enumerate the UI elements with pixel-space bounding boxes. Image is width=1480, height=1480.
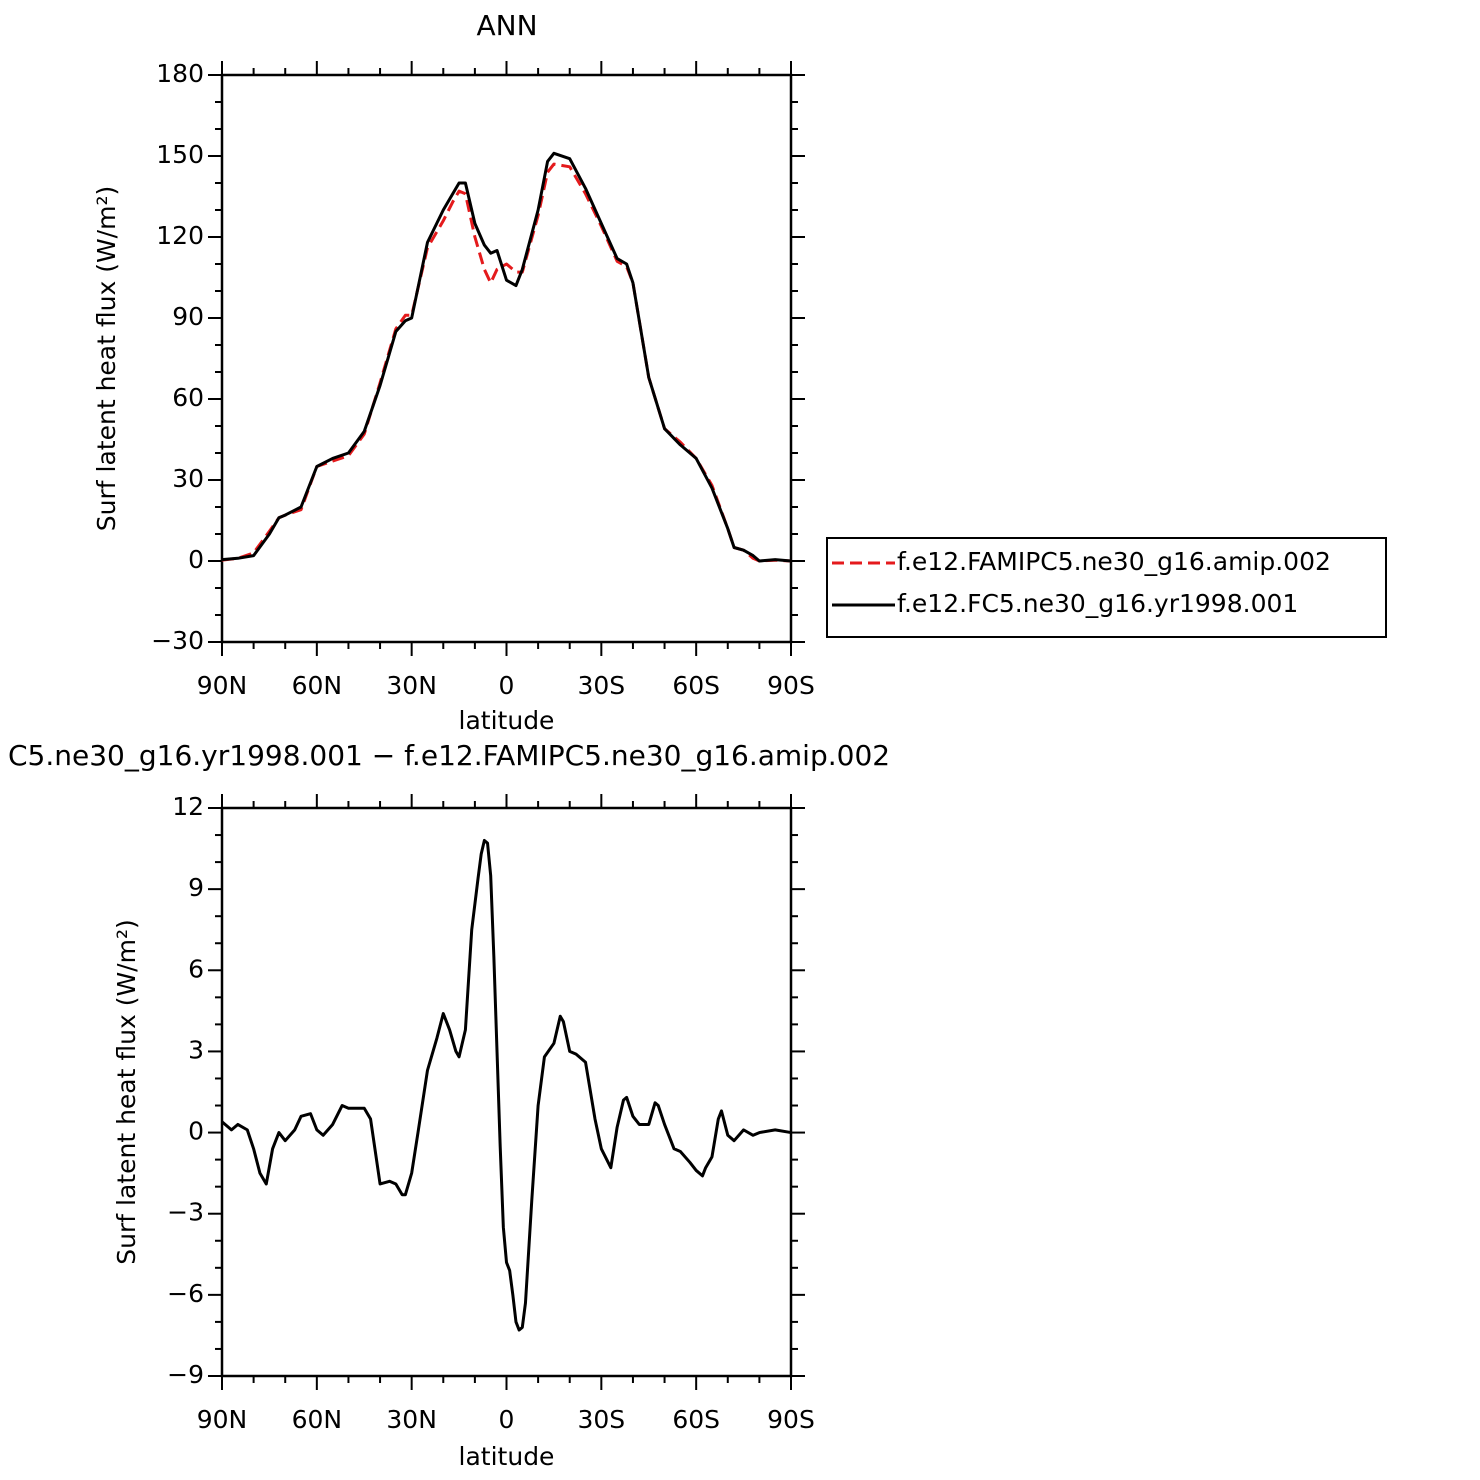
data-line: [221, 838, 792, 1332]
legend-box: [826, 537, 1387, 638]
x-tick-label: 90N: [197, 671, 248, 700]
legend-label: f.e12.FC5.ne30_g16.yr1998.001: [897, 589, 1298, 618]
y-tick-label: 3: [188, 1035, 204, 1064]
y-tick-label: 0: [188, 1117, 204, 1146]
chart-title: ANN: [476, 9, 537, 42]
x-axis-label: latitude: [459, 1442, 555, 1471]
x-tick-label: 0: [499, 1405, 515, 1434]
x-tick-label: 60S: [672, 671, 720, 700]
y-tick-label: 120: [156, 221, 204, 250]
x-tick-label: 60N: [292, 1405, 343, 1434]
legend: f.e12.FAMIPC5.ne30_g16.amip.002 f.e12.FC5…: [826, 537, 1387, 638]
x-tick-label: 30S: [577, 1405, 625, 1434]
y-tick-label: 60: [172, 383, 204, 412]
x-tick-label: 0: [499, 671, 515, 700]
legend-label: f.e12.FAMIPC5.ne30_g16.amip.002: [897, 547, 1331, 576]
x-tick-label: 30S: [577, 671, 625, 700]
y-tick-label: 6: [188, 954, 204, 983]
y-tick-label: 180: [156, 59, 204, 88]
y-tick-label: 12: [172, 792, 204, 821]
y-tick-label: −9: [167, 1360, 204, 1389]
y-tick-label: 150: [156, 140, 204, 169]
data-line: [221, 162, 792, 563]
x-axis-label: latitude: [459, 706, 555, 735]
x-tick-label: 60N: [292, 671, 343, 700]
y-tick-label: 30: [172, 464, 204, 493]
plot-frame: [220, 806, 793, 1378]
y-tick-label: −3: [167, 1198, 204, 1227]
y-tick-label: −30: [151, 626, 204, 655]
x-tick-label: 60S: [672, 1405, 720, 1434]
y-tick-label: −6: [167, 1279, 204, 1308]
x-tick-label: 90S: [767, 1405, 815, 1434]
y-tick-label: 9: [188, 873, 204, 902]
x-tick-label: 90N: [197, 1405, 248, 1434]
x-tick-label: 90S: [767, 671, 815, 700]
y-axis-label: Surf latent heat flux (W/m²): [92, 186, 121, 531]
y-tick-label: 0: [188, 545, 204, 574]
plot-frame: [220, 73, 793, 644]
data-line: [221, 151, 792, 563]
x-tick-label: 30N: [386, 1405, 437, 1434]
y-tick-label: 90: [172, 302, 204, 331]
x-tick-label: 30N: [386, 671, 437, 700]
chart-title: C5.ne30_g16.yr1998.001 − f.e12.FAMIPC5.n…: [8, 739, 890, 772]
y-axis-label: Surf latent heat flux (W/m²): [112, 919, 141, 1264]
